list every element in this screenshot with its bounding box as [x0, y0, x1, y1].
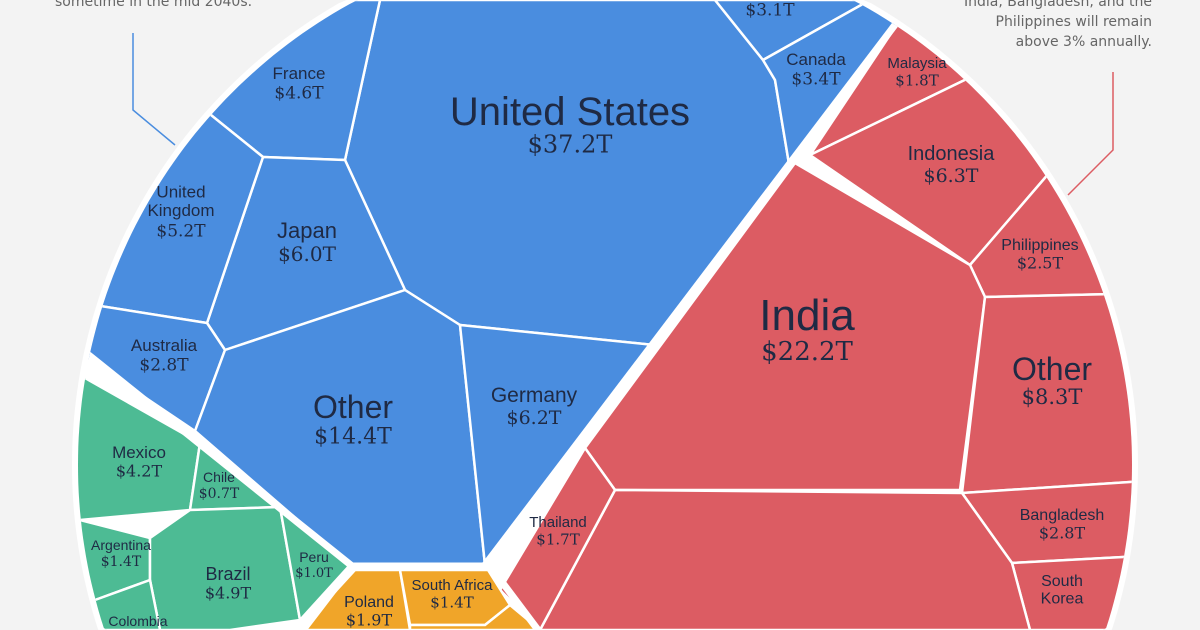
- cell-name: Indonesia: [908, 143, 996, 165]
- cell-value-label: $0.7T: [199, 486, 240, 502]
- cell-name: Other: [1012, 351, 1092, 387]
- cell-name: France: [273, 64, 326, 83]
- cell-name: United: [156, 182, 205, 201]
- cell-name: Bangladesh: [1020, 507, 1105, 524]
- cell-value-label: $6.3T: [924, 165, 979, 187]
- cell-value-label: $14.4T: [314, 424, 392, 449]
- annotation-left: sometime in the mid 2040s.: [55, 0, 253, 10]
- group-divider: [300, 563, 355, 630]
- cell-name: Peru: [299, 549, 329, 565]
- cell-name: India: [759, 291, 855, 340]
- cell-south-korea: [1010, 553, 1132, 630]
- cell-name: Poland: [344, 594, 394, 611]
- cell-value-label: $1.8T: [895, 71, 938, 89]
- cell-name: United States: [450, 90, 690, 134]
- cell-name: Germany: [491, 384, 578, 407]
- cell-value-label: $2.8T: [139, 356, 189, 376]
- cell-name: Korea: [1041, 591, 1084, 608]
- cell-mexico: [78, 328, 202, 522]
- cell-value-label: $6.2T: [507, 407, 562, 429]
- cell-name: Argentina: [91, 537, 151, 553]
- group-divider: [78, 329, 355, 569]
- cell-value-label: $1.4T: [430, 593, 473, 611]
- cell-name: Japan: [277, 218, 337, 243]
- annotation-left-leader: [132, 33, 176, 146]
- cell-value-label: $1.7T: [536, 530, 579, 548]
- annotation-right-line: India, Bangladesh, and the: [963, 0, 1152, 10]
- cell-name: South Africa: [412, 577, 494, 594]
- cell-name: Philippines: [1001, 237, 1078, 254]
- cell-value-label: $1.4T: [101, 554, 142, 570]
- cell-value-label: $4.9T: [205, 583, 252, 602]
- cell-name: Chile: [203, 469, 235, 485]
- cell-value-label: $5.2T: [156, 221, 206, 241]
- cell-value-label: $3.4T: [791, 70, 841, 90]
- annotation-right: India, Bangladesh, and the Philippines w…: [964, 0, 1152, 52]
- cell-value-label: $4.6T: [274, 84, 324, 104]
- cell-value-label: $1.9T: [346, 610, 393, 629]
- cell-thailand: [498, 446, 617, 630]
- cell-name: Canada: [786, 50, 846, 69]
- cell-unlabeled: [538, 488, 1032, 630]
- cell-value-label: $6.0T: [278, 242, 337, 266]
- cell-value-label: $2.5T: [1017, 253, 1064, 272]
- annotation-right-line: Philippines will remain: [995, 14, 1153, 30]
- cell-name: Colombia: [108, 613, 167, 629]
- cell-name: South: [1041, 573, 1083, 590]
- cell-value-label: $3.1T: [745, 1, 795, 21]
- cell-name: Malaysia: [887, 55, 947, 72]
- cell-value-label: $1.0T: [295, 566, 333, 581]
- cell-name: Brazil: [205, 564, 250, 584]
- group-divider: [487, 563, 541, 630]
- cell-name: Other: [313, 389, 393, 425]
- annotation-right-leader: [1067, 72, 1114, 196]
- cell-value-label: $22.2T: [761, 337, 853, 367]
- group-divider: [482, 2, 913, 568]
- annotation-right-line: above 3% annually.: [1015, 34, 1152, 50]
- cell-value-label: $37.2T: [528, 131, 613, 159]
- cell-value-label: $2.8T: [1039, 523, 1086, 542]
- cell-other: [960, 291, 1132, 495]
- cell-value-label: $8.3T: [1022, 385, 1083, 409]
- cell-value-label: $4.2T: [116, 461, 163, 480]
- cell-name: Mexico: [112, 443, 166, 462]
- cell-name: Kingdom: [147, 201, 214, 220]
- cell-name: Australia: [131, 336, 198, 355]
- cell-name: Thailand: [529, 514, 587, 531]
